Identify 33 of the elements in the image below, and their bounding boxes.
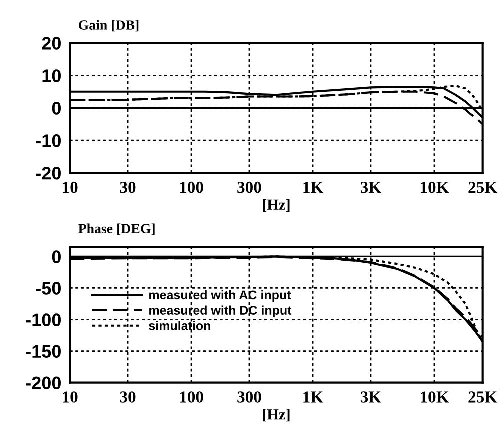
x-tick-label: 3K <box>360 182 382 194</box>
y-tick-label: 10 <box>42 70 61 82</box>
x-tick-label: 30 <box>120 182 136 194</box>
x-tick-label: 10K <box>421 392 450 403</box>
x-tick-label: 10K <box>421 182 450 194</box>
x-axis-title: [Hz] <box>263 409 290 422</box>
x-axis-title: [Hz] <box>263 199 290 212</box>
y-tick-label: 0 <box>52 250 61 264</box>
y-tick-label: -100 <box>26 314 61 326</box>
x-tick-label: 30 <box>120 392 136 403</box>
x-tick-label: 1K <box>304 392 324 403</box>
y-axis-title: Gain [DB] <box>78 20 139 32</box>
x-tick-label: 10 <box>63 392 78 403</box>
y-tick-label: -50 <box>36 282 61 295</box>
x-tick-label: 1K <box>304 182 324 193</box>
x-tick-label: 3K <box>360 392 382 403</box>
legend-label: measured with AC input <box>150 290 292 302</box>
y-tick-label: 0 <box>52 102 61 115</box>
legend-label: simulation <box>149 321 210 330</box>
y-tick-label: -150 <box>26 345 61 358</box>
x-tick-label: 25K <box>468 182 498 194</box>
x-tick-label: 300 <box>238 182 262 194</box>
x-tick-label: 100 <box>180 182 204 194</box>
x-tick-label: 25K <box>468 392 498 403</box>
y-tick-label: 20 <box>42 37 61 50</box>
y-axis-title: Phase [DEG] <box>78 224 155 236</box>
x-tick-label: 300 <box>238 392 262 403</box>
y-tick-label: -10 <box>36 134 61 148</box>
x-tick-label: 100 <box>180 392 204 403</box>
legend-label: measured with DC input <box>150 306 292 318</box>
y-tick-label: -20 <box>36 167 61 180</box>
y-tick-label: -200 <box>26 376 61 390</box>
x-tick-label: 10 <box>63 182 78 194</box>
